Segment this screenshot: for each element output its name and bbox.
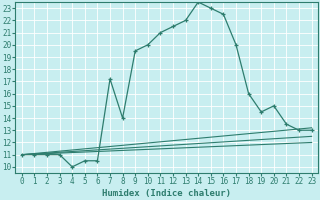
X-axis label: Humidex (Indice chaleur): Humidex (Indice chaleur) [102, 189, 231, 198]
